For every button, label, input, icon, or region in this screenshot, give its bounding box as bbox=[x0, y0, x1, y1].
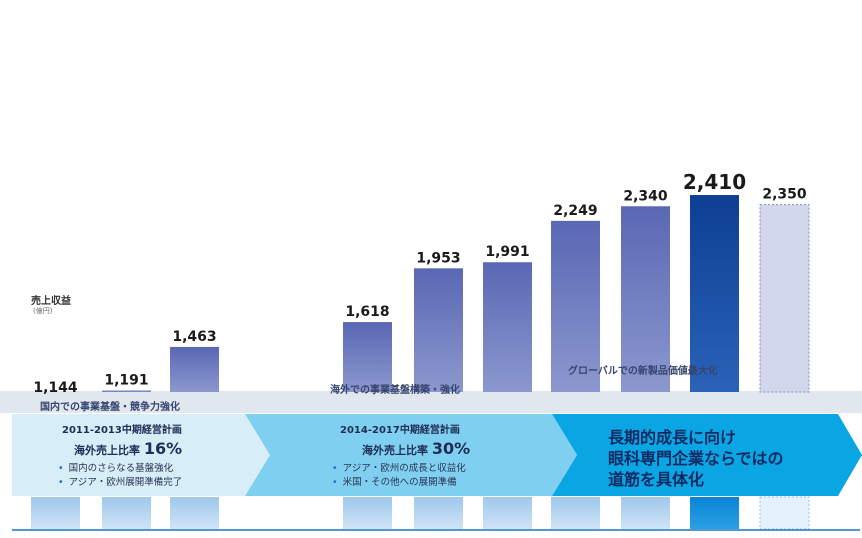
bar-value-label: 1,953 bbox=[416, 250, 460, 266]
bar bbox=[551, 220, 600, 392]
phase3-message-line: 道筋を具体化 bbox=[608, 470, 705, 489]
bar-base-segment bbox=[621, 497, 670, 529]
bar-base-segment bbox=[170, 497, 219, 529]
bar-base-segment bbox=[343, 497, 392, 529]
phase2-bullet: アジア・欧州の成長と収益化 bbox=[332, 462, 470, 476]
bar bbox=[102, 390, 151, 392]
bar bbox=[621, 206, 670, 392]
phase1-ratio-value: 16% bbox=[143, 439, 183, 458]
phase2-bullets: アジア・欧州の成長と収益化 米国・その他への展開準備 bbox=[332, 462, 470, 490]
bar-value-label: 1,191 bbox=[104, 373, 148, 389]
phase2-block: 2014-2017中期経営計画 海外売上比率 30% アジア・欧州の成長と収益化… bbox=[340, 421, 470, 490]
bar-value-label: 2,249 bbox=[553, 203, 597, 219]
bar-base-segment bbox=[551, 497, 600, 529]
phase-arrow-2 bbox=[245, 414, 577, 496]
bar-base-segment bbox=[483, 497, 532, 529]
phase1-ratio: 海外売上比率 16% bbox=[74, 439, 182, 458]
bar-base-segment bbox=[759, 496, 810, 530]
bar bbox=[343, 322, 392, 392]
band-label-global: グローバルでの新製品価値最大化 bbox=[568, 366, 718, 377]
band-label-overseas: 海外での事業基盤構築・強化 bbox=[330, 385, 460, 396]
y-axis-label: 売上収益 bbox=[31, 296, 71, 307]
phase1-ratio-label: 海外売上比率 bbox=[74, 444, 140, 457]
bar bbox=[483, 262, 532, 392]
phase2-ratio-label: 海外売上比率 bbox=[362, 444, 428, 457]
phase-band-background bbox=[0, 391, 862, 413]
bar-base-segment bbox=[414, 497, 463, 529]
phase2-ratio: 海外売上比率 30% bbox=[362, 439, 470, 458]
band-label-domestic: 国内での事業基盤・競争力強化 bbox=[40, 402, 180, 413]
bar-value-label: 1,991 bbox=[485, 244, 529, 260]
phase1-bullet: アジア・欧州展開準備完了 bbox=[58, 476, 183, 490]
bar-base-segment bbox=[690, 497, 739, 529]
bar bbox=[759, 204, 810, 393]
y-axis-unit: (億円) bbox=[33, 307, 53, 315]
bar-value-label: 1,144 bbox=[33, 380, 78, 396]
bar-base-segment bbox=[31, 497, 80, 529]
phase3-message-line: 眼科専門企業ならではの bbox=[608, 449, 784, 468]
bar bbox=[690, 195, 739, 392]
phase1-title: 2011-2013中期経営計画 bbox=[62, 425, 182, 436]
bar-value-label: 2,350 bbox=[762, 187, 807, 203]
phase3-message: 長期的成長に向け 眼科専門企業ならではの 道筋を具体化 bbox=[608, 427, 784, 490]
bar-value-label: 2,340 bbox=[623, 188, 668, 204]
phase2-bullet: 米国・その他への展開準備 bbox=[332, 476, 470, 490]
bar bbox=[414, 268, 463, 392]
phase3-message-line: 長期的成長に向け bbox=[608, 428, 737, 447]
bar-base-segment bbox=[102, 497, 151, 529]
phase2-title: 2014-2017中期経営計画 bbox=[340, 425, 460, 436]
phase-arrow-3 bbox=[552, 414, 862, 496]
phase2-ratio-value: 30% bbox=[431, 439, 471, 458]
bar-value-label: 1,463 bbox=[172, 329, 216, 345]
phase1-bullets: 国内のさらなる基盤強化 アジア・欧州展開準備完了 bbox=[58, 462, 183, 490]
bar bbox=[170, 346, 219, 392]
phase1-bullet: 国内のさらなる基盤強化 bbox=[58, 462, 182, 476]
phase1-block: 2011-2013中期経営計画 海外売上比率 16% 国内のさらなる基盤強化 ア… bbox=[62, 421, 182, 490]
bar-value-label: 1,618 bbox=[345, 304, 389, 320]
bar-value-label: 2,410 bbox=[683, 170, 746, 194]
